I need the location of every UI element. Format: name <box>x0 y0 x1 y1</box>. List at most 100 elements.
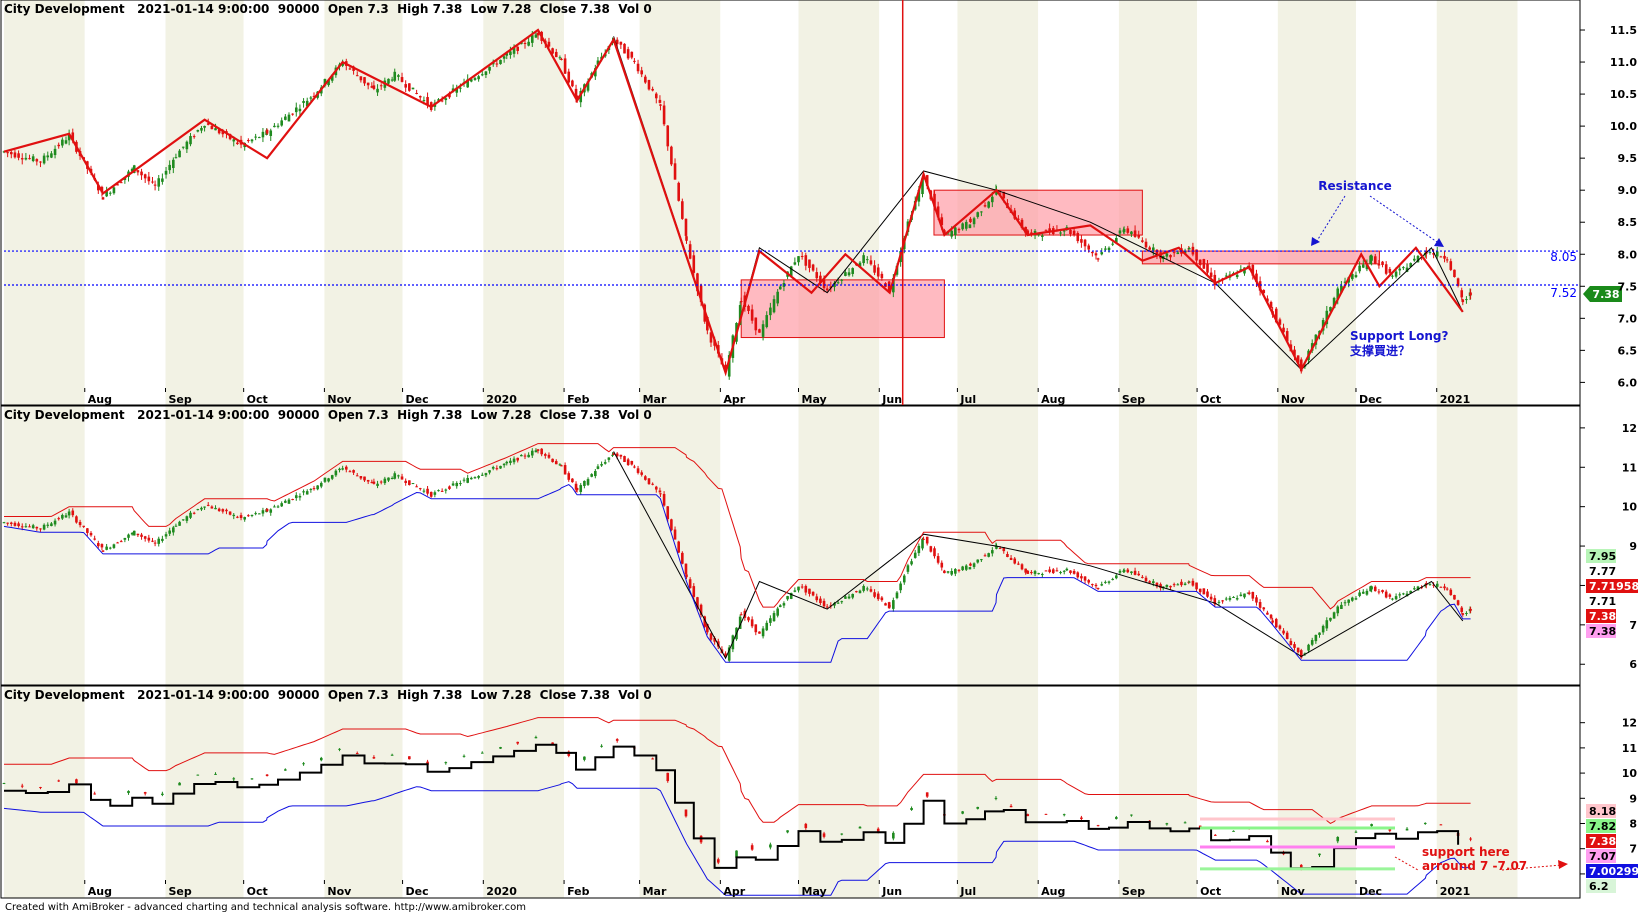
candle-body <box>348 68 352 70</box>
candle-body <box>305 100 309 107</box>
month-band <box>1038 406 1119 685</box>
candle-body <box>1195 249 1198 261</box>
candle-body <box>20 526 24 528</box>
candle-body <box>164 170 168 175</box>
candle-body <box>819 275 822 283</box>
candle-body <box>1289 640 1293 646</box>
candle-body <box>1377 591 1381 593</box>
last-price-value: 7.38 <box>1592 288 1619 301</box>
candle-body <box>1361 591 1365 594</box>
candle-body <box>100 544 104 548</box>
month-band <box>84 0 166 405</box>
candle-body <box>466 79 469 88</box>
candle-body <box>1388 268 1392 273</box>
candle-body <box>1083 576 1087 581</box>
y-tick-label: 8 <box>1629 818 1637 831</box>
candle-body <box>57 518 61 520</box>
candle-body <box>972 563 976 567</box>
candle-body <box>105 546 108 550</box>
value-badge-label: 6.2 <box>1589 880 1609 893</box>
candle-body <box>261 131 265 138</box>
footer-credit: Created with AmiBroker - advanced charti… <box>5 902 527 913</box>
candle-body <box>662 493 666 506</box>
candle-body <box>269 509 273 513</box>
candle-body <box>1091 584 1094 586</box>
value-badge <box>1586 609 1616 623</box>
candle-body <box>1461 613 1465 615</box>
month-band <box>84 686 166 898</box>
month-band <box>483 0 565 405</box>
candle-body <box>560 58 563 60</box>
candle-body <box>1384 591 1388 598</box>
candle-body <box>703 616 707 627</box>
candle-body <box>390 79 394 81</box>
candle-body <box>623 43 626 54</box>
candle-body <box>865 588 869 590</box>
candle-body <box>1191 580 1195 586</box>
candle-body <box>1059 232 1062 234</box>
candle-body <box>161 538 164 541</box>
candle-body <box>232 139 236 142</box>
x-tick-label: Apr <box>723 393 745 406</box>
candle-body <box>822 279 826 289</box>
candle-body <box>1006 554 1009 558</box>
candle-body <box>459 87 462 89</box>
month-band <box>84 406 166 685</box>
candle-body <box>9 522 13 524</box>
candle-body <box>611 454 614 456</box>
candle-body <box>892 600 895 609</box>
candle-body <box>71 510 75 516</box>
candle-body <box>991 550 994 554</box>
candle-body <box>422 100 426 102</box>
candle-body <box>670 519 673 531</box>
y-tick-label: 7 <box>1629 619 1637 632</box>
value-badge <box>1586 594 1616 608</box>
candle-body <box>1453 594 1456 600</box>
candle-body <box>950 230 953 237</box>
candle-body <box>470 477 473 480</box>
candle-body <box>512 458 516 463</box>
y-tick-label: 11 <box>1622 742 1637 755</box>
candle-body <box>574 483 578 490</box>
candle-body <box>761 324 765 337</box>
candle-body <box>658 490 662 493</box>
candle-body <box>112 544 116 548</box>
candle-body <box>1107 247 1111 251</box>
month-band <box>639 0 721 405</box>
candle-body <box>174 157 178 159</box>
candle-body <box>536 32 540 36</box>
candle-body <box>1137 573 1141 576</box>
candle-body <box>1262 290 1266 294</box>
candle-body <box>344 466 348 470</box>
candle-body <box>1130 571 1133 574</box>
candle-body <box>1133 570 1137 575</box>
candle-body <box>112 187 116 194</box>
candle-body <box>140 171 143 176</box>
value-badge-label: 7.95 <box>1589 550 1616 563</box>
y-tick-label: 9.5 <box>1618 152 1638 165</box>
x-tick-label: Feb <box>567 885 590 898</box>
candle-body <box>164 534 168 537</box>
candle-body <box>1370 824 1373 827</box>
candle-body <box>596 60 600 65</box>
price-zone <box>740 279 945 339</box>
candle-body <box>772 299 776 313</box>
candle-body <box>699 604 703 615</box>
candle-body <box>509 460 512 463</box>
candle-body <box>583 756 586 760</box>
candle-body <box>551 48 554 54</box>
candle-body <box>1269 614 1273 619</box>
candle-body <box>747 617 750 621</box>
candle-body <box>747 305 750 311</box>
candle-body <box>143 174 147 179</box>
candle-body <box>250 139 254 142</box>
candle-body <box>961 223 964 230</box>
candle-body <box>1432 253 1435 255</box>
month-band <box>1436 686 1518 898</box>
candle-body <box>1080 817 1083 819</box>
candle-body <box>181 519 185 521</box>
candle-body <box>888 605 891 607</box>
x-tick-label: Nov <box>1281 393 1306 406</box>
